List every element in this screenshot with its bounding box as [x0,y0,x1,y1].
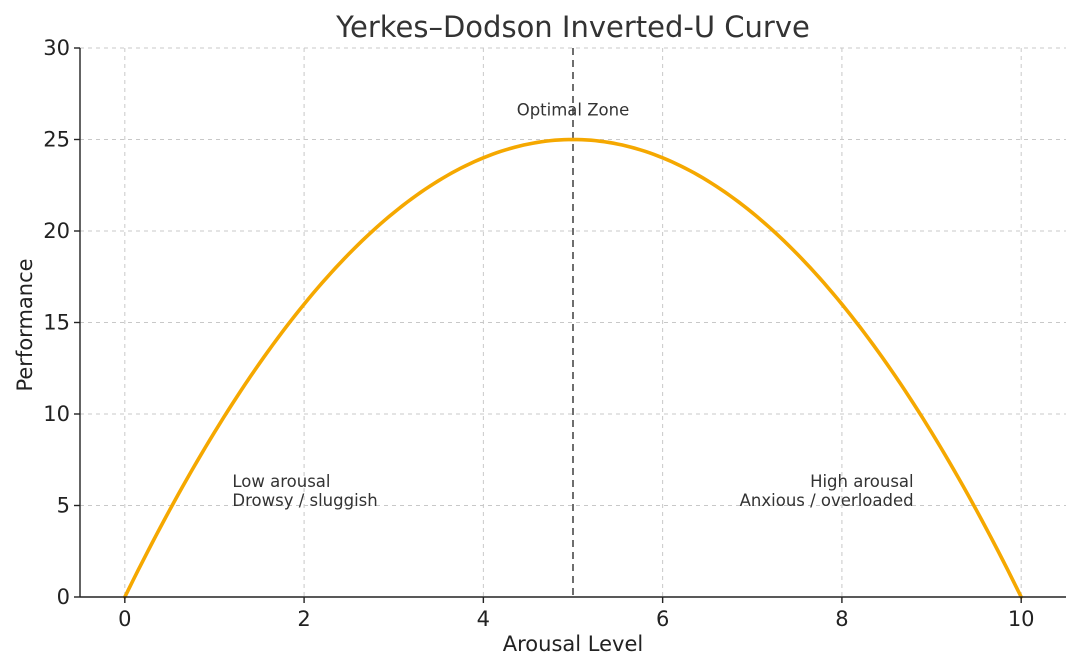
series-layer [123,137,1023,599]
x-tick-label: 6 [656,607,669,631]
annotation-line: Anxious / overloaded [740,491,914,510]
x-axis-label: Arousal Level [503,632,643,656]
y-tick-label: 25 [43,128,70,152]
y-tick-label: 0 [57,585,70,609]
annotation-optimal: Optimal Zone [517,101,630,120]
tick-labels: 0 2 4 6 8 10 0 5 10 15 20 25 30 [43,36,1034,631]
x-tick-label: 2 [297,607,310,631]
annotation-line: Low arousal [232,472,330,491]
x-tick-label: 4 [477,607,490,631]
x-tick-label: 0 [118,607,131,631]
axes [74,47,1066,603]
y-tick-label: 10 [43,402,70,426]
annotation-low: Low arousal Drowsy / sluggish [232,472,377,510]
y-axis-label: Performance [13,258,37,391]
chart-title: Yerkes–Dodson Inverted-U Curve [335,10,810,44]
grid-layer [80,47,1066,598]
annotation-line: Optimal Zone [517,101,630,120]
series-line-0 [123,137,1023,599]
y-tick-label: 30 [43,36,70,60]
y-tick-label: 5 [57,494,70,518]
annotations: Optimal Zone Low arousal Drowsy / sluggish… [232,101,913,510]
x-tick-label: 10 [1008,607,1035,631]
annotation-line: Drowsy / sluggish [232,491,377,510]
x-tick-label: 8 [835,607,848,631]
y-tick-label: 20 [43,219,70,243]
y-tick-label: 15 [43,311,70,335]
annotation-high: High arousal Anxious / overloaded [740,472,914,510]
annotation-line: High arousal [810,472,914,491]
